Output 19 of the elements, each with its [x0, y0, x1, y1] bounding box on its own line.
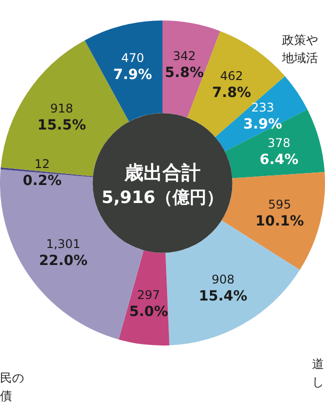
data-label: 462 7.8% — [212, 68, 251, 101]
data-label: 297 5.0% — [129, 288, 168, 320]
text: 民の — [0, 371, 24, 385]
text: 道 — [312, 357, 324, 371]
text: 歳出合計 — [124, 162, 200, 184]
data-label: 1,301 22.0% — [38, 236, 88, 269]
text: 政策や — [282, 33, 318, 47]
data-label: 12 0.2% — [22, 157, 62, 190]
data-label: 908 15.4% — [198, 272, 248, 305]
text: 5,916（億円） — [102, 188, 224, 208]
data-label: 918 15.5% — [37, 101, 86, 134]
data-label: 470 7.9% — [113, 50, 152, 83]
text: し — [312, 375, 324, 389]
data-label: 233 3.9% — [243, 100, 282, 132]
data-label: 595 10.1% — [255, 198, 304, 230]
text: 地域活 — [281, 51, 318, 65]
data-label: 342 5.8% — [164, 49, 204, 82]
data-label: 378 6.4% — [260, 136, 298, 168]
text: 債 — [0, 389, 12, 403]
